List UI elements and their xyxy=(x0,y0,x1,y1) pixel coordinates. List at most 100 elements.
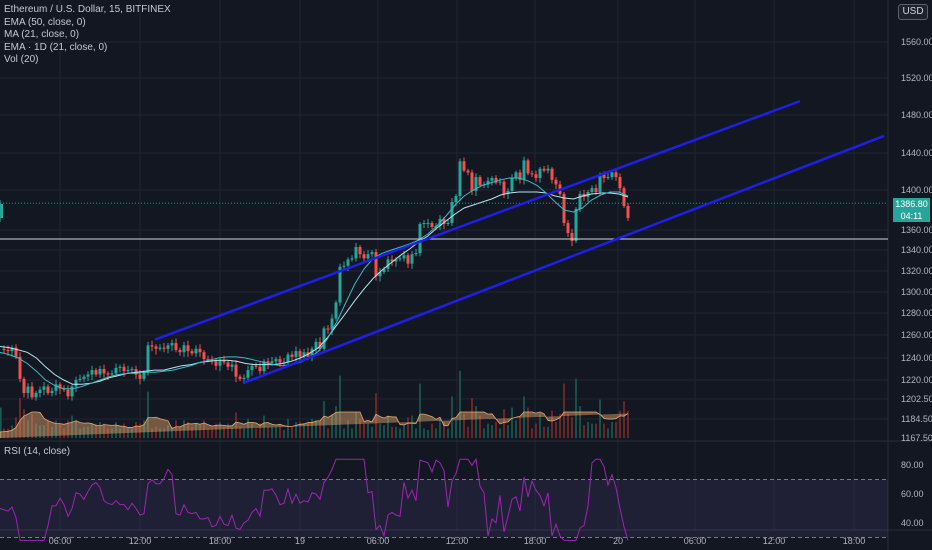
candle-body xyxy=(166,345,170,349)
candle-body xyxy=(410,254,414,264)
volume-bar xyxy=(147,391,149,438)
candle-body xyxy=(530,173,534,175)
volume-bar xyxy=(483,428,485,438)
volume-bar xyxy=(315,420,317,438)
volume-bar xyxy=(527,407,529,438)
indicator-ema50[interactable]: EMA (50, close, 0) xyxy=(4,16,86,28)
candle-body xyxy=(534,174,538,178)
candle-body xyxy=(374,252,378,277)
candle-body xyxy=(542,168,546,171)
volume-bar xyxy=(307,423,309,438)
volume-bar xyxy=(339,375,341,438)
volume-bar xyxy=(511,407,513,438)
volume-bar xyxy=(419,383,421,438)
candle-body xyxy=(526,160,530,174)
volume-bar xyxy=(203,420,205,438)
rsi-label[interactable]: RSI (14, close) xyxy=(4,446,71,457)
candle-body xyxy=(174,343,178,350)
candle-body xyxy=(422,223,426,224)
volume-bar xyxy=(431,423,433,438)
rsi-tick-label: 80.00 xyxy=(901,460,924,470)
candle-body xyxy=(246,370,250,378)
volume-bar xyxy=(439,418,441,438)
candle-body xyxy=(502,181,506,194)
indicator-ema-1d[interactable]: EMA · 1D (21, close, 0) xyxy=(4,41,108,53)
volume-bar xyxy=(379,423,381,438)
candle-body xyxy=(574,209,578,241)
candle-body xyxy=(150,345,154,347)
volume-bar xyxy=(611,422,613,438)
volume-ma xyxy=(0,411,629,438)
volume-bar xyxy=(523,396,525,438)
volume-bar xyxy=(3,428,5,438)
volume-bar xyxy=(487,423,489,438)
candle-body xyxy=(102,369,106,374)
candle-body xyxy=(462,161,466,171)
volume-bar xyxy=(187,422,189,438)
candle-body xyxy=(430,223,434,227)
indicator-volume[interactable]: Vol (20) xyxy=(4,54,39,65)
symbol-title[interactable]: Ethereum / U.S. Dollar, 15, BITFINEX xyxy=(4,4,171,15)
candle-body xyxy=(214,361,218,366)
time-tick-label: 20 xyxy=(613,536,623,546)
volume-bar xyxy=(443,422,445,438)
candle-body xyxy=(590,188,594,192)
rsi-band xyxy=(0,479,888,538)
candle-body xyxy=(126,370,130,372)
volume-bar xyxy=(39,425,41,438)
currency-button[interactable]: USD xyxy=(898,4,928,20)
price-tick-label: 1340.00 xyxy=(901,245,932,255)
volume-bar xyxy=(291,426,293,438)
volume-bar xyxy=(539,414,541,438)
time-tick-label: 18:00 xyxy=(209,536,232,546)
time-tick-label: 18:00 xyxy=(843,536,866,546)
candle-body xyxy=(554,179,558,185)
volume-bar xyxy=(383,425,385,438)
candle-body xyxy=(46,386,50,394)
candle-body xyxy=(2,348,6,350)
volume-bar xyxy=(171,426,173,438)
volume-bar xyxy=(471,398,473,438)
volume-bar xyxy=(295,422,297,438)
volume-bar xyxy=(355,412,357,438)
price-tick-label: 1560.00 xyxy=(901,37,932,47)
volume-bar xyxy=(115,422,117,438)
price-tick-label: 1280.00 xyxy=(901,308,932,318)
candle-body xyxy=(358,247,362,255)
indicator-ma21[interactable]: MA (21, close, 0) xyxy=(4,29,80,40)
volume-bar xyxy=(495,422,497,438)
volume-bar xyxy=(167,425,169,438)
candle-body xyxy=(310,348,314,357)
candle-body xyxy=(470,172,474,191)
volume-bar xyxy=(503,409,505,438)
price-tick-label: 1440.00 xyxy=(901,148,932,158)
time-tick-label: 19 xyxy=(295,536,305,546)
volume-bar xyxy=(391,426,393,438)
rsi-tick-label: 40.00 xyxy=(901,518,924,528)
volume-bar xyxy=(375,393,377,438)
countdown-label: 04:11 xyxy=(893,210,930,222)
candle-body xyxy=(562,194,566,223)
volume-bar xyxy=(31,414,33,438)
volume-bar xyxy=(603,423,605,438)
candle-body xyxy=(454,196,458,202)
candle-body xyxy=(442,219,446,224)
candle-body xyxy=(406,255,410,264)
candle-body xyxy=(190,351,194,354)
volume-bar xyxy=(423,428,425,438)
volume-bar xyxy=(587,422,589,438)
volume-bar xyxy=(499,428,501,438)
volume-bar xyxy=(195,423,197,438)
volume-bar xyxy=(435,428,437,438)
time-tick-label: 12:00 xyxy=(129,536,152,546)
volume-bar xyxy=(19,398,21,438)
volume-bar xyxy=(463,414,465,438)
volume-bar xyxy=(531,428,533,438)
candle-body xyxy=(50,390,54,394)
volume-bar xyxy=(175,420,177,438)
candle-body xyxy=(394,259,398,262)
channel-upper-line xyxy=(154,99,801,341)
time-tick-label: 06:00 xyxy=(49,536,72,546)
volume-bar xyxy=(311,418,313,438)
